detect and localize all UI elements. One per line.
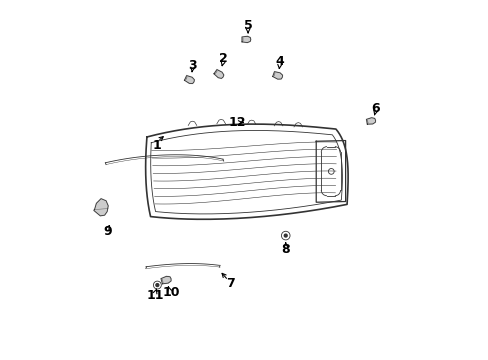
Text: 8: 8 bbox=[281, 243, 289, 256]
Polygon shape bbox=[242, 36, 250, 42]
Text: 6: 6 bbox=[370, 102, 379, 115]
Text: 10: 10 bbox=[162, 287, 180, 300]
Polygon shape bbox=[214, 69, 224, 78]
Polygon shape bbox=[272, 72, 282, 79]
Polygon shape bbox=[366, 118, 375, 124]
Text: 3: 3 bbox=[188, 59, 196, 72]
Text: 5: 5 bbox=[243, 19, 252, 32]
Text: 9: 9 bbox=[103, 225, 112, 238]
Text: 12: 12 bbox=[228, 116, 245, 129]
Text: 7: 7 bbox=[225, 278, 234, 291]
Text: 11: 11 bbox=[146, 289, 164, 302]
Text: 2: 2 bbox=[218, 52, 227, 65]
Polygon shape bbox=[184, 76, 194, 84]
Circle shape bbox=[156, 284, 159, 287]
Polygon shape bbox=[161, 276, 171, 284]
Text: 4: 4 bbox=[275, 55, 284, 68]
Circle shape bbox=[284, 234, 286, 237]
Polygon shape bbox=[94, 199, 108, 216]
Text: 1: 1 bbox=[152, 139, 161, 152]
